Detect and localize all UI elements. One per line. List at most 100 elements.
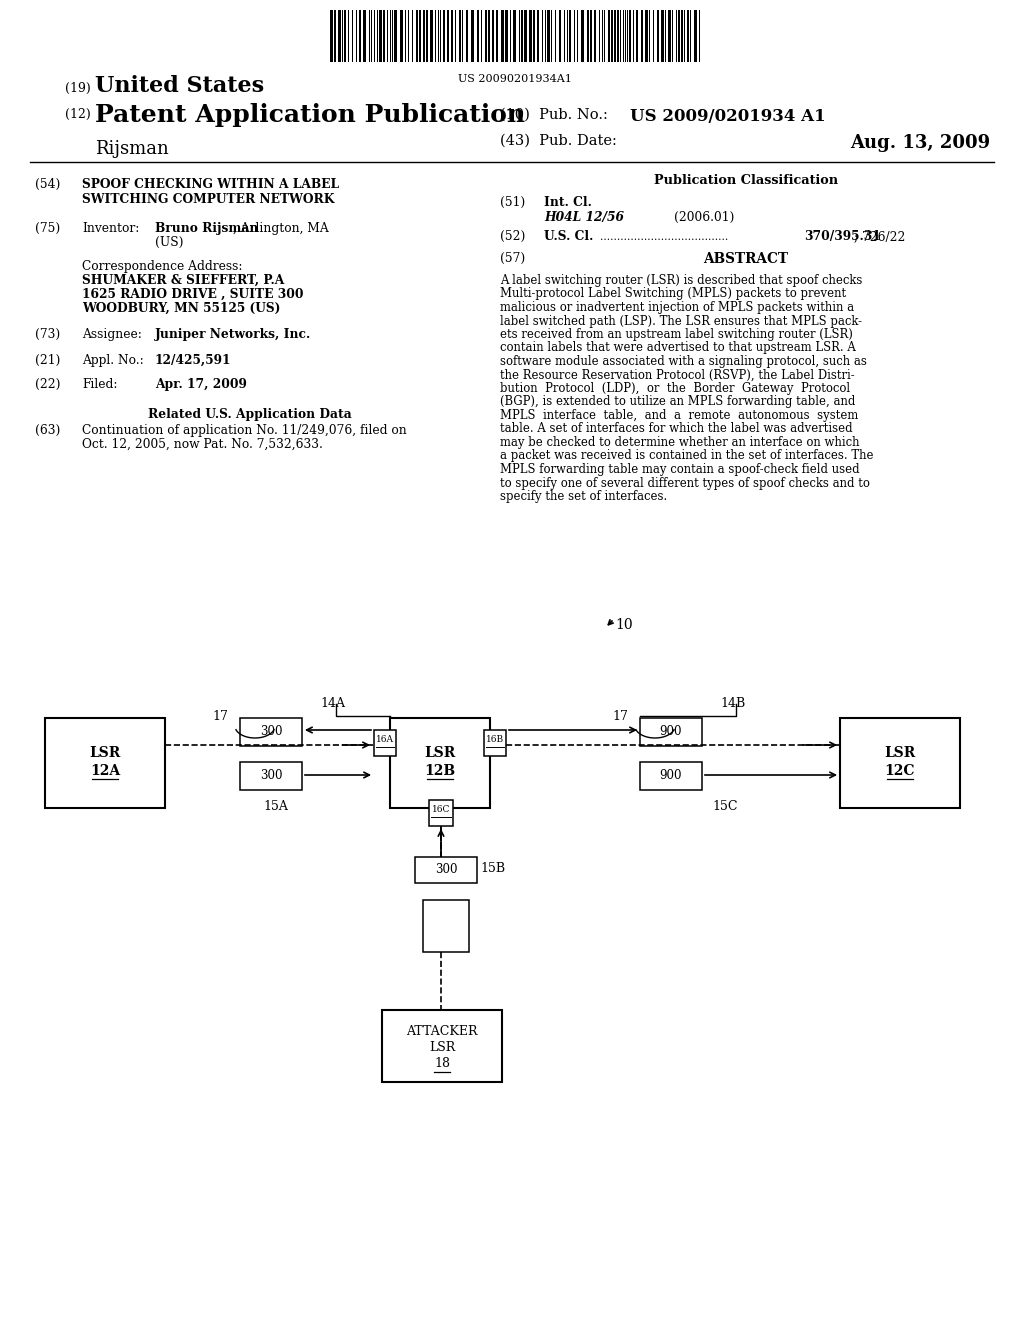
- Bar: [423, 900, 469, 952]
- Text: 300: 300: [435, 863, 458, 876]
- Text: table. A set of interfaces for which the label was advertised: table. A set of interfaces for which the…: [500, 422, 853, 436]
- Bar: [390, 718, 490, 808]
- Text: (73): (73): [35, 327, 60, 341]
- Text: SWITCHING COMPUTER NETWORK: SWITCHING COMPUTER NETWORK: [82, 193, 335, 206]
- Bar: [645, 11, 648, 62]
- Bar: [611, 11, 613, 62]
- Text: (10)  Pub. No.:: (10) Pub. No.:: [500, 108, 617, 121]
- Text: Filed:: Filed:: [82, 378, 118, 391]
- Text: H04L 12/56: H04L 12/56: [544, 211, 624, 224]
- Bar: [459, 11, 461, 62]
- Bar: [559, 11, 561, 62]
- Bar: [488, 11, 490, 62]
- Bar: [617, 11, 618, 62]
- Text: may be checked to determine whether an interface on which: may be checked to determine whether an i…: [500, 436, 859, 449]
- Text: contain labels that were advertised to that upstream LSR. A: contain labels that were advertised to t…: [500, 342, 856, 355]
- Bar: [694, 11, 697, 62]
- Text: ABSTRACT: ABSTRACT: [703, 252, 788, 267]
- Text: 900: 900: [659, 770, 682, 781]
- Bar: [594, 11, 596, 62]
- Bar: [640, 762, 702, 789]
- Bar: [45, 718, 165, 808]
- Bar: [681, 11, 683, 62]
- Bar: [334, 11, 336, 62]
- Bar: [338, 11, 341, 62]
- Text: LSR: LSR: [429, 1041, 455, 1053]
- Text: Rijsman: Rijsman: [95, 140, 169, 158]
- Text: Assignee:: Assignee:: [82, 327, 142, 341]
- Text: 370/395.31: 370/395.31: [804, 230, 881, 243]
- Text: (22): (22): [35, 378, 60, 391]
- Text: specify the set of interfaces.: specify the set of interfaces.: [500, 490, 668, 503]
- Text: (2006.01): (2006.01): [674, 211, 734, 224]
- Text: SHUMAKER & SIEFFERT, P.A: SHUMAKER & SIEFFERT, P.A: [82, 275, 285, 286]
- Text: (BGP), is extended to utilize an MPLS forwarding table, and: (BGP), is extended to utilize an MPLS fo…: [500, 396, 855, 408]
- Bar: [240, 718, 302, 746]
- Text: (51): (51): [500, 195, 525, 209]
- Text: malicious or inadvertent injection of MPLS packets within a: malicious or inadvertent injection of MP…: [500, 301, 854, 314]
- Text: Inventor:: Inventor:: [82, 222, 139, 235]
- Text: 15C: 15C: [712, 800, 737, 813]
- Text: 16A: 16A: [376, 735, 394, 744]
- Text: LSR: LSR: [424, 746, 456, 760]
- Bar: [383, 11, 385, 62]
- Bar: [362, 11, 366, 62]
- Text: 12/425,591: 12/425,591: [155, 354, 231, 367]
- Text: MPLS  interface  table,  and  a  remote  autonomous  system: MPLS interface table, and a remote auton…: [500, 409, 858, 422]
- Bar: [443, 11, 445, 62]
- Bar: [484, 730, 506, 756]
- Bar: [447, 11, 449, 62]
- Text: Appl. No.:: Appl. No.:: [82, 354, 143, 367]
- Bar: [662, 11, 664, 62]
- Text: 17: 17: [612, 710, 628, 723]
- Bar: [587, 11, 589, 62]
- Bar: [344, 11, 346, 62]
- Text: (63): (63): [35, 424, 60, 437]
- Bar: [636, 11, 638, 62]
- Bar: [590, 11, 592, 62]
- Bar: [492, 11, 494, 62]
- Text: Correspondence Address:: Correspondence Address:: [82, 260, 243, 273]
- Text: 16B: 16B: [486, 735, 504, 744]
- Bar: [614, 11, 616, 62]
- Bar: [416, 11, 418, 62]
- Text: MPLS forwarding table may contain a spoof-check field used: MPLS forwarding table may contain a spoo…: [500, 463, 859, 477]
- Bar: [524, 11, 527, 62]
- Text: (43)  Pub. Date:: (43) Pub. Date:: [500, 135, 616, 148]
- Text: 12C: 12C: [885, 764, 915, 777]
- Text: (19): (19): [65, 82, 91, 95]
- Text: (52): (52): [500, 230, 525, 243]
- Text: 16C: 16C: [432, 805, 451, 814]
- Text: Publication Classification: Publication Classification: [654, 174, 838, 187]
- Text: SPOOF CHECKING WITHIN A LABEL: SPOOF CHECKING WITHIN A LABEL: [82, 178, 339, 191]
- Text: 17: 17: [212, 710, 228, 723]
- Bar: [466, 11, 468, 62]
- Bar: [471, 11, 474, 62]
- Text: Aug. 13, 2009: Aug. 13, 2009: [850, 135, 990, 152]
- Bar: [537, 11, 539, 62]
- Text: 10: 10: [615, 618, 633, 632]
- Text: LSR: LSR: [885, 746, 915, 760]
- Bar: [379, 11, 382, 62]
- Bar: [394, 11, 397, 62]
- Text: 300: 300: [260, 770, 283, 781]
- Text: (54): (54): [35, 178, 60, 191]
- Bar: [423, 11, 425, 62]
- Text: Related U.S. Application Data: Related U.S. Application Data: [148, 408, 352, 421]
- Text: Multi-protocol Label Switching (MPLS) packets to prevent: Multi-protocol Label Switching (MPLS) pa…: [500, 288, 846, 301]
- Text: United States: United States: [95, 75, 264, 96]
- Text: software module associated with a signaling protocol, such as: software module associated with a signal…: [500, 355, 867, 368]
- Text: 12A: 12A: [90, 764, 120, 777]
- Text: 300: 300: [260, 725, 283, 738]
- Text: ets received from an upstream label switching router (LSR): ets received from an upstream label swit…: [500, 327, 853, 341]
- Bar: [382, 1010, 502, 1082]
- Bar: [608, 11, 610, 62]
- Text: (57): (57): [500, 252, 525, 265]
- Bar: [657, 11, 659, 62]
- Text: US 2009/0201934 A1: US 2009/0201934 A1: [630, 108, 825, 125]
- Text: 900: 900: [659, 725, 682, 738]
- Text: Continuation of application No. 11/249,076, filed on: Continuation of application No. 11/249,0…: [82, 424, 407, 437]
- Bar: [840, 718, 961, 808]
- Text: Int. Cl.: Int. Cl.: [544, 195, 592, 209]
- Bar: [330, 11, 333, 62]
